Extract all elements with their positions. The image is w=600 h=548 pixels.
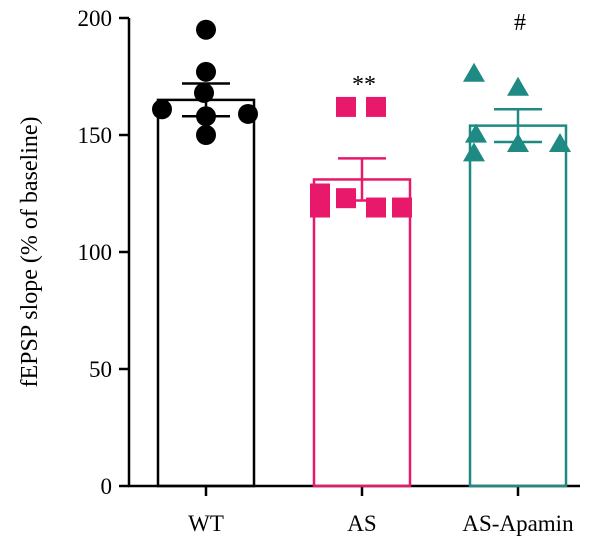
data-point — [366, 96, 386, 117]
data-points — [152, 19, 571, 218]
data-point — [238, 103, 258, 124]
x-tick-label: WT — [188, 511, 224, 536]
annotations: ** # — [352, 10, 526, 98]
y-tick-label: 0 — [101, 474, 113, 499]
data-point — [196, 106, 216, 127]
data-point — [336, 188, 356, 209]
y-tick-label: 50 — [89, 357, 112, 382]
y-ticks: 0 50 100 150 200 — [78, 6, 129, 499]
y-tick-label: 100 — [78, 240, 113, 265]
data-point — [196, 61, 216, 82]
y-tick-label: 200 — [78, 6, 113, 31]
bar-WT — [156, 98, 256, 488]
y-axis-title: fEPSP slope (% of baseline) — [17, 116, 43, 387]
data-point — [507, 76, 529, 96]
data-point — [152, 99, 172, 120]
significance-marker: # — [514, 10, 526, 36]
data-point — [507, 132, 529, 152]
data-point — [310, 197, 330, 218]
data-point — [549, 132, 571, 152]
significance-marker: ** — [352, 72, 376, 98]
data-point — [196, 19, 216, 40]
y-tick-label: 150 — [78, 123, 113, 148]
bars — [156, 82, 568, 488]
data-point — [336, 96, 356, 117]
x-tick-label: AS-Apamin — [462, 511, 574, 536]
data-point — [196, 125, 216, 145]
data-point — [392, 197, 412, 218]
data-point — [194, 82, 214, 103]
data-point — [463, 142, 485, 162]
x-ticks: WT AS AS-Apamin — [188, 486, 574, 536]
bar-AS-Apamin — [468, 124, 568, 488]
data-point — [463, 62, 485, 82]
bar-AS — [312, 178, 412, 488]
x-tick-label: AS — [347, 511, 376, 536]
data-point — [465, 123, 487, 143]
data-point — [366, 197, 386, 218]
